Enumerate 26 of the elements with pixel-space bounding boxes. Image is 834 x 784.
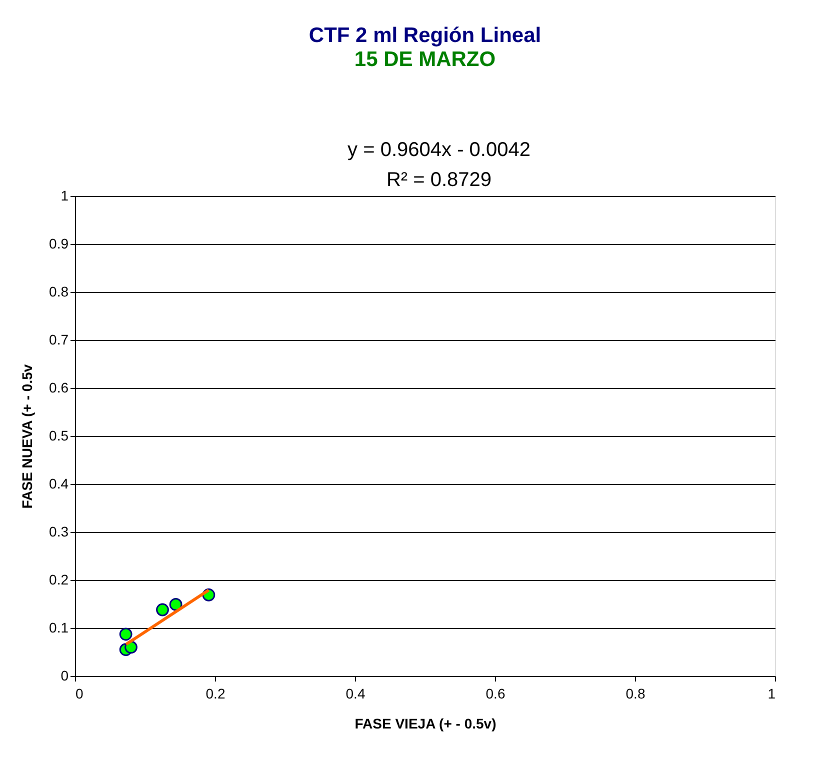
y-tick-label: 0.1	[49, 620, 69, 636]
x-tick-label: 0.4	[346, 686, 366, 702]
x-tick-label: 0.2	[206, 686, 226, 702]
y-tick-label: 0.3	[49, 524, 69, 540]
y-tick-label: 0.8	[49, 284, 69, 300]
chart-subtitle: 15 DE MARZO	[354, 48, 496, 71]
y-tick-label: 0.4	[49, 476, 69, 492]
point	[169, 598, 182, 611]
y-tick-label: 0	[60, 668, 69, 684]
x-tick-label: 1	[768, 686, 776, 702]
text: y = 0.9604x - 0.0042	[348, 139, 530, 161]
x-tick-label: 0.8	[626, 686, 646, 702]
point	[119, 628, 132, 641]
chart-title: CTF 2 ml Región Lineal	[308, 24, 542, 47]
x-tick-label: 0	[76, 686, 84, 702]
y-tick-label: 0.5	[49, 428, 69, 444]
y-axis-title: FASE NUEVA (+ - 0.5v	[19, 364, 36, 509]
text: R² = 0.8729	[386, 169, 492, 191]
x-axis-title: FASE VIEJA (+ - 0.5v)	[354, 716, 496, 732]
point	[156, 603, 169, 616]
x-tick-label: 0.6	[486, 686, 506, 702]
y-tick-label: 0.2	[49, 572, 69, 588]
y-tick-label: 0.7	[49, 332, 69, 348]
y-tick-label: 0.6	[49, 380, 69, 396]
y-tick-label: 1	[60, 188, 69, 204]
y-tick-label: 0.9	[49, 236, 69, 252]
